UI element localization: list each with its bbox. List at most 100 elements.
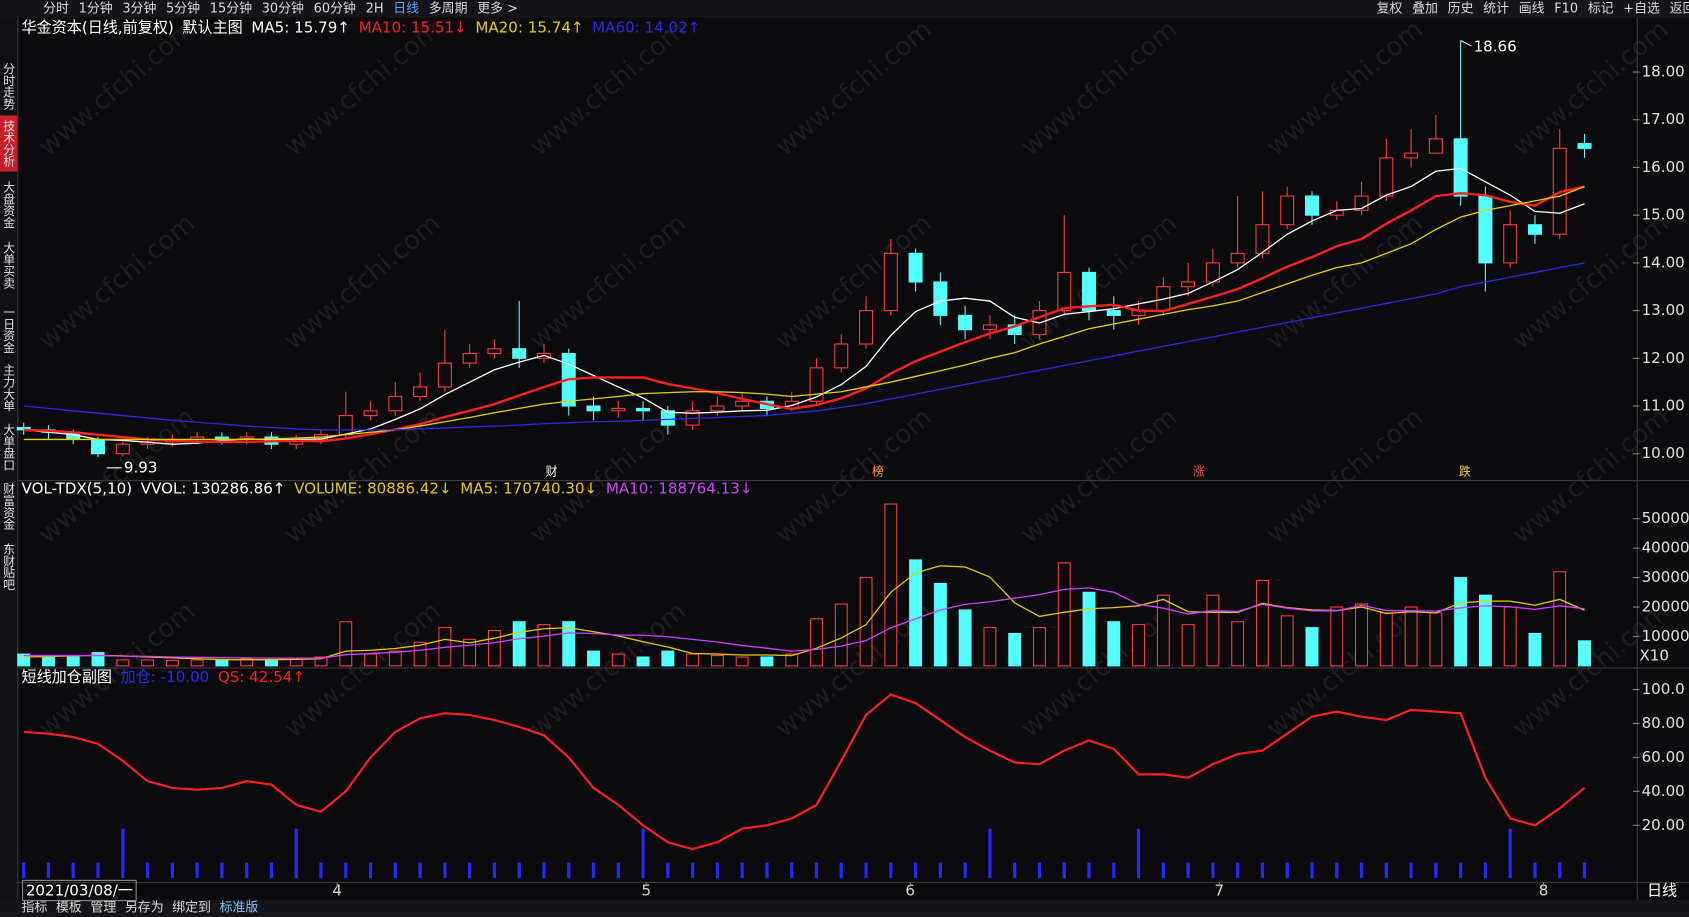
sidebar-tab[interactable]: 分时走势 bbox=[2, 63, 16, 110]
candle-body bbox=[338, 415, 353, 436]
y-tick-label: 14.00 bbox=[1642, 253, 1685, 271]
candle-body bbox=[1106, 310, 1121, 316]
volume-bar bbox=[165, 660, 179, 667]
sidebar-tab[interactable]: 大单买卖 bbox=[2, 241, 16, 290]
volume-bar bbox=[66, 656, 80, 667]
tool-button[interactable]: 复权 bbox=[1377, 0, 1403, 16]
volume-bar bbox=[562, 621, 576, 667]
legend-item: VOLUME: 80886.42↓ bbox=[294, 480, 452, 498]
sidebar-tab[interactable]: 大单盘口 bbox=[2, 423, 16, 471]
legend-item: 默认主图 bbox=[182, 19, 242, 37]
period-tab[interactable]: 多周期 bbox=[429, 1, 468, 16]
y-tick-label: 80.00 bbox=[1642, 714, 1685, 732]
period-tab[interactable]: 分时 bbox=[43, 1, 69, 16]
signal-bar bbox=[96, 862, 100, 879]
bottom-button[interactable]: 管理 bbox=[90, 901, 116, 916]
y-tick-label: 15.00 bbox=[1642, 206, 1685, 224]
signal-bar bbox=[1459, 862, 1463, 879]
bottom-button[interactable]: 指标 bbox=[22, 901, 48, 916]
signal-bar bbox=[1186, 862, 1190, 879]
volume-bar bbox=[686, 653, 700, 667]
sidebar-tab[interactable]: 主力大单 bbox=[2, 364, 16, 413]
signal-bar bbox=[1310, 862, 1314, 879]
tool-button[interactable]: 统计 bbox=[1483, 1, 1509, 16]
volume-bar bbox=[1206, 594, 1220, 667]
signal-bar bbox=[1161, 862, 1165, 879]
period-tab[interactable]: 15分钟 bbox=[210, 0, 252, 16]
volume-bar bbox=[1355, 603, 1369, 667]
candle-body bbox=[1453, 138, 1468, 197]
sidebar-bg bbox=[0, 17, 18, 900]
period-tab[interactable]: 日线 bbox=[393, 1, 419, 16]
signal-bar bbox=[864, 862, 868, 879]
period-tab[interactable]: 1分钟 bbox=[79, 0, 113, 16]
event-marker[interactable]: 财 bbox=[546, 464, 558, 478]
bottom-button[interactable]: 模板 bbox=[56, 901, 82, 916]
signal-bar bbox=[443, 862, 447, 879]
y-tick-label: 50000 bbox=[1642, 509, 1689, 527]
volume-bar bbox=[1156, 594, 1170, 667]
tool-button[interactable]: 叠加 bbox=[1412, 1, 1438, 16]
legend-item: VVOL: 130286.86↑ bbox=[141, 480, 286, 498]
signal-bar bbox=[567, 862, 571, 879]
event-marker[interactable]: 涨 bbox=[1193, 464, 1205, 478]
legend-item: VOL-TDX(5,10) bbox=[22, 480, 133, 498]
candle-body bbox=[710, 405, 725, 412]
signal-bar bbox=[542, 862, 546, 879]
bottom-button[interactable]: 绑定到 bbox=[172, 901, 211, 916]
tool-button[interactable]: 历史 bbox=[1448, 1, 1474, 16]
bottom-button[interactable]: 标准版 bbox=[220, 901, 259, 916]
period-tab[interactable]: 2H bbox=[366, 1, 384, 16]
event-marker[interactable]: 榜 bbox=[872, 464, 884, 478]
period-tab[interactable]: 30分钟 bbox=[262, 0, 304, 16]
signal-bar bbox=[691, 862, 695, 879]
signal-bar bbox=[1434, 862, 1438, 879]
volume-bar bbox=[1305, 627, 1319, 667]
y-tick-label: 20000 bbox=[1642, 598, 1689, 616]
signal-bar bbox=[1062, 862, 1066, 879]
sidebar-tab[interactable]: 技术分析 bbox=[2, 120, 16, 168]
candle-body bbox=[636, 407, 651, 412]
annotation-leader bbox=[1460, 40, 1472, 47]
candle-body bbox=[1379, 157, 1394, 197]
tool-button[interactable]: +自选 bbox=[1623, 1, 1660, 16]
sidebar-tab[interactable]: 东财贴吧 bbox=[2, 543, 16, 590]
signal-bar bbox=[46, 862, 51, 879]
x-tick-label: 6 bbox=[905, 881, 915, 899]
volume-bar bbox=[735, 656, 749, 667]
y-tick-label: 40.00 bbox=[1642, 782, 1685, 800]
period-tab[interactable]: 3分钟 bbox=[122, 0, 156, 16]
volume-bar bbox=[463, 638, 477, 667]
period-tab[interactable]: 5分钟 bbox=[166, 0, 200, 16]
tool-button[interactable]: F10 bbox=[1554, 1, 1578, 16]
volume-bar bbox=[1008, 632, 1022, 667]
legend-item: MA5: 15.79↑ bbox=[251, 19, 350, 37]
signal-bar bbox=[715, 862, 720, 879]
volume-bar bbox=[1181, 624, 1195, 667]
tool-button[interactable]: 画线 bbox=[1519, 1, 1545, 16]
volume-bar bbox=[636, 656, 650, 667]
volume-bar bbox=[1231, 621, 1245, 667]
candle-body bbox=[1527, 224, 1542, 235]
volume-bar bbox=[413, 641, 427, 667]
sidebar-tab[interactable]: 一日资金 bbox=[2, 306, 16, 353]
line-series bbox=[23, 262, 1585, 431]
volume-bar bbox=[909, 559, 923, 667]
signal-bar bbox=[344, 862, 348, 879]
volume-bar bbox=[1379, 612, 1393, 667]
signal-bar bbox=[889, 862, 893, 879]
volume-bar bbox=[785, 653, 799, 667]
event-marker[interactable]: 跌 bbox=[1459, 464, 1471, 478]
signal-bar bbox=[418, 862, 422, 879]
period-tab[interactable]: 60分钟 bbox=[314, 0, 356, 16]
period-tab[interactable]: 更多 > bbox=[477, 1, 518, 16]
sidebar-tab[interactable]: 财富资金 bbox=[2, 482, 16, 530]
volume-bar bbox=[537, 624, 551, 667]
legend-item: MA20: 15.74↑ bbox=[475, 19, 583, 37]
bottom-button[interactable]: 另存为 bbox=[125, 901, 164, 916]
tool-button[interactable]: 返回 bbox=[1670, 1, 1689, 16]
signal-bar bbox=[938, 862, 942, 879]
candle-body bbox=[735, 400, 750, 407]
sidebar-tab[interactable]: 大盘资金 bbox=[2, 181, 16, 229]
tool-button[interactable]: 标记 bbox=[1588, 1, 1614, 16]
